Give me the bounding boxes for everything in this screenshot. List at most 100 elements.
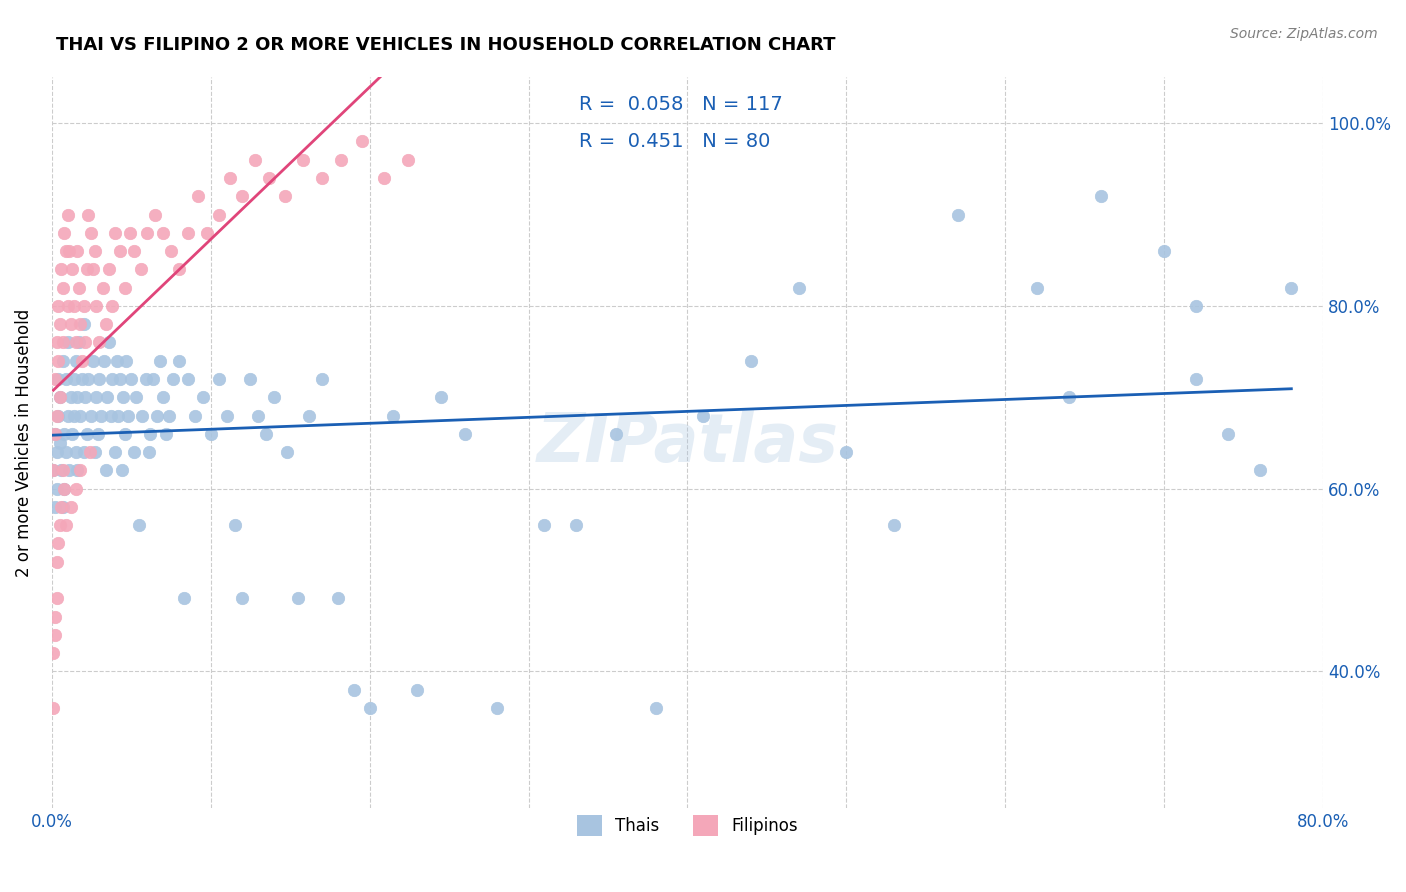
Point <box>94 463 117 477</box>
Point <box>359 701 381 715</box>
Point <box>48 390 70 404</box>
Point <box>55 445 77 459</box>
Point <box>104 445 127 459</box>
Point <box>145 409 167 423</box>
Point <box>118 226 141 240</box>
Point <box>131 409 153 423</box>
Point <box>90 409 112 423</box>
Point <box>136 226 159 240</box>
Point <box>42 646 65 660</box>
Point <box>93 353 115 368</box>
Point <box>692 409 714 423</box>
Point <box>533 518 555 533</box>
Point <box>115 353 138 368</box>
Point <box>215 409 238 423</box>
Point <box>52 280 75 294</box>
Point <box>134 372 156 386</box>
Point <box>311 170 333 185</box>
Point <box>65 335 87 350</box>
Point <box>79 445 101 459</box>
Point <box>63 409 86 423</box>
Point <box>139 426 162 441</box>
Point <box>129 262 152 277</box>
Point <box>89 335 111 350</box>
Point <box>197 226 219 240</box>
Point <box>48 317 70 331</box>
Point <box>72 317 94 331</box>
Point <box>84 390 107 404</box>
Point <box>96 390 118 404</box>
Point <box>84 299 107 313</box>
Point <box>69 463 91 477</box>
Point <box>330 153 353 167</box>
Point <box>239 372 262 386</box>
Point <box>382 409 405 423</box>
Point <box>77 372 100 386</box>
Point <box>787 280 810 294</box>
Point <box>117 409 139 423</box>
Point <box>77 207 100 221</box>
Point <box>45 445 67 459</box>
Point <box>44 609 66 624</box>
Point <box>62 426 84 441</box>
Point <box>53 482 76 496</box>
Point <box>191 390 214 404</box>
Point <box>350 135 373 149</box>
Point <box>66 463 89 477</box>
Point <box>231 591 253 606</box>
Point <box>138 445 160 459</box>
Point <box>58 244 80 258</box>
Point <box>373 170 395 185</box>
Point <box>82 262 104 277</box>
Point <box>97 335 120 350</box>
Point <box>63 372 86 386</box>
Point <box>108 372 131 386</box>
Point <box>59 317 82 331</box>
Point <box>218 170 240 185</box>
Point <box>82 353 104 368</box>
Point <box>44 628 66 642</box>
Point <box>276 445 298 459</box>
Point <box>65 353 87 368</box>
Point <box>160 244 183 258</box>
Point <box>45 591 67 606</box>
Point <box>83 445 105 459</box>
Point <box>1216 426 1239 441</box>
Point <box>740 353 762 368</box>
Point <box>69 409 91 423</box>
Point <box>107 409 129 423</box>
Point <box>46 353 69 368</box>
Point <box>287 591 309 606</box>
Point <box>45 555 67 569</box>
Point <box>125 390 148 404</box>
Point <box>67 335 90 350</box>
Point <box>247 409 270 423</box>
Point <box>343 682 366 697</box>
Point <box>45 482 67 496</box>
Point <box>187 189 209 203</box>
Point <box>105 353 128 368</box>
Point <box>63 299 86 313</box>
Point <box>143 207 166 221</box>
Point <box>101 372 124 386</box>
Y-axis label: 2 or more Vehicles in Household: 2 or more Vehicles in Household <box>15 309 32 577</box>
Point <box>1153 244 1175 258</box>
Point <box>58 463 80 477</box>
Point <box>80 226 103 240</box>
Point <box>231 189 253 203</box>
Point <box>128 518 150 533</box>
Point <box>65 482 87 496</box>
Point <box>1090 189 1112 203</box>
Point <box>259 170 281 185</box>
Point <box>124 445 146 459</box>
Legend: Thais, Filipinos: Thais, Filipinos <box>568 807 806 844</box>
Point <box>946 207 969 221</box>
Point <box>124 244 146 258</box>
Point <box>835 445 858 459</box>
Point <box>83 244 105 258</box>
Point <box>67 280 90 294</box>
Point <box>173 591 195 606</box>
Point <box>70 372 93 386</box>
Point <box>430 390 453 404</box>
Point <box>565 518 588 533</box>
